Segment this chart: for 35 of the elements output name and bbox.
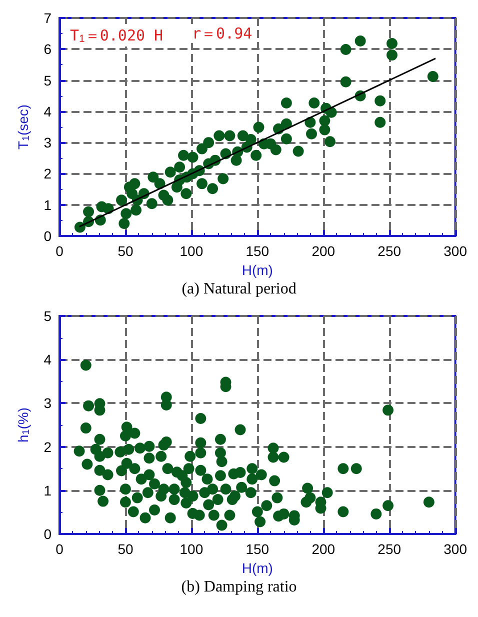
x-tick-label: 0 xyxy=(56,541,64,557)
y-tick-label: 2 xyxy=(44,166,52,182)
y-tick-label: 3 xyxy=(44,134,52,151)
x-tick-label: 300 xyxy=(444,541,468,557)
y-tick-label: 4 xyxy=(44,352,52,368)
y-tick-label: 1 xyxy=(44,196,52,213)
text: (b) Damping ratio xyxy=(181,578,297,596)
text: (a) Natural period xyxy=(182,280,296,298)
x-tick-label: 0 xyxy=(56,243,64,259)
x-tick-label: 200 xyxy=(312,541,336,557)
x-tick-label: 150 xyxy=(246,243,270,259)
y-axis-title: h1(%) xyxy=(15,407,32,443)
x-tick-label: 50 xyxy=(118,243,134,259)
x-tick-label: 100 xyxy=(180,541,204,557)
y-tick-label: 7 xyxy=(44,10,52,26)
y-tick-label: 4 xyxy=(44,103,52,120)
x-tick-label: 100 xyxy=(180,243,204,259)
x-tick-label: 200 xyxy=(312,243,336,259)
x-tick-label: 150 xyxy=(246,541,270,557)
annotation: r＝0.94 xyxy=(192,24,252,42)
y-tick-label: 5 xyxy=(44,308,52,324)
y-tick-label: 5 xyxy=(44,72,52,88)
y-tick-label: 2 xyxy=(44,438,52,455)
x-tick-label: 300 xyxy=(444,243,468,259)
x-axis-title: H(m) xyxy=(242,262,273,278)
x-tick-label: 250 xyxy=(378,541,402,557)
y-tick-label: 6 xyxy=(44,41,52,58)
y-tick-label: 1 xyxy=(44,482,52,498)
y-tick-label: 3 xyxy=(44,395,52,412)
y-axis-title: T1(sec) xyxy=(15,104,32,150)
x-tick-label: 250 xyxy=(378,243,402,259)
x-tick-label: 50 xyxy=(118,541,134,557)
y-tick-label: 0 xyxy=(44,228,52,244)
y-tick-label: 0 xyxy=(44,526,52,542)
x-axis-title: H(m) xyxy=(242,560,273,576)
